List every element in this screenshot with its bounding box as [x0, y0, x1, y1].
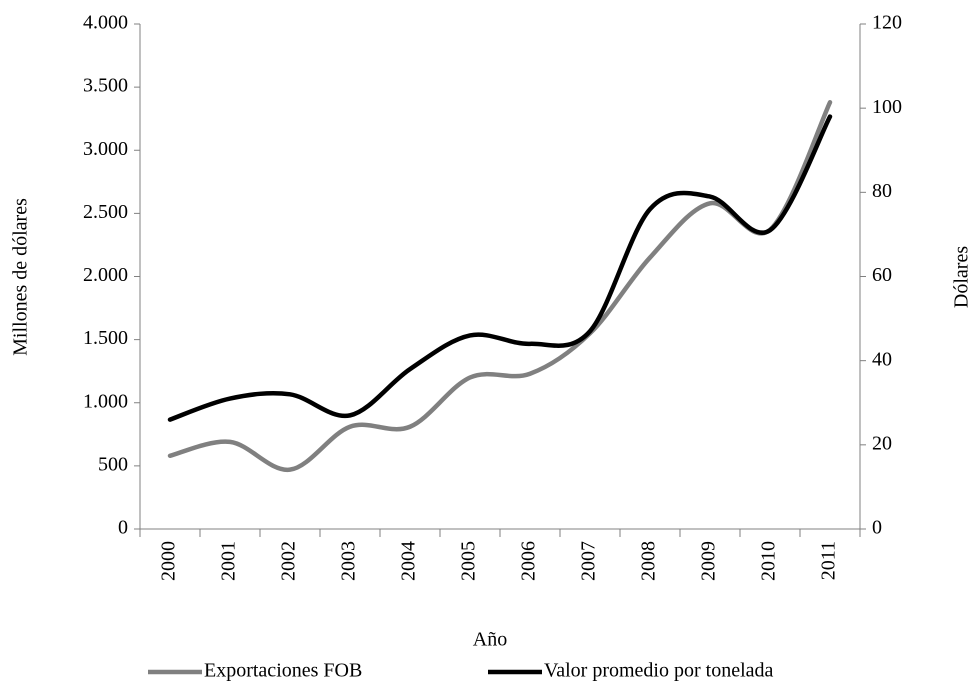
x-tick-label: 2009: [698, 541, 720, 581]
y-tick-label: 1.000: [83, 390, 128, 412]
y-tick-label: 2.000: [83, 264, 128, 286]
y2-tick-label: 120: [872, 12, 902, 34]
x-tick-label: 2010: [758, 541, 780, 581]
x-tick-label: 2002: [278, 541, 300, 581]
y2-tick-label: 40: [872, 348, 892, 370]
legend-label: Valor promedio por tonelada: [544, 660, 773, 682]
x-tick-label: 2006: [518, 541, 540, 581]
x-tick-label: 2007: [578, 541, 600, 581]
x-tick-label: 2000: [158, 541, 180, 581]
y2-tick-label: 20: [872, 432, 892, 454]
x-tick-label: 2001: [218, 541, 240, 581]
y2-tick-label: 100: [872, 96, 902, 118]
x-tick-label: 2011: [818, 541, 840, 580]
x-axis-label: Año: [473, 629, 507, 651]
x-tick-label: 2004: [398, 541, 420, 581]
y-tick-label: 1.500: [83, 327, 128, 349]
y2-tick-label: 60: [872, 264, 892, 286]
y-tick-label: 3.500: [83, 75, 128, 97]
series-line: [167, 100, 833, 472]
y-tick-label: 500: [98, 453, 128, 475]
y-tick-label: 2.500: [83, 201, 128, 223]
series-line: [167, 114, 833, 422]
x-tick-label: 2005: [458, 541, 480, 581]
y-axis-label: Millones de dólares: [10, 198, 32, 356]
x-tick-label: 2003: [338, 541, 360, 581]
x-tick-label: 2008: [638, 541, 660, 581]
y2-tick-label: 0: [872, 517, 882, 539]
y-tick-label: 4.000: [83, 12, 128, 34]
y-tick-label: 3.000: [83, 138, 128, 160]
y2-tick-label: 80: [872, 180, 892, 202]
y-tick-label: 0: [118, 517, 128, 539]
y2-axis-label: Dólares: [951, 246, 973, 308]
legend-label: Exportaciones FOB: [204, 660, 362, 682]
